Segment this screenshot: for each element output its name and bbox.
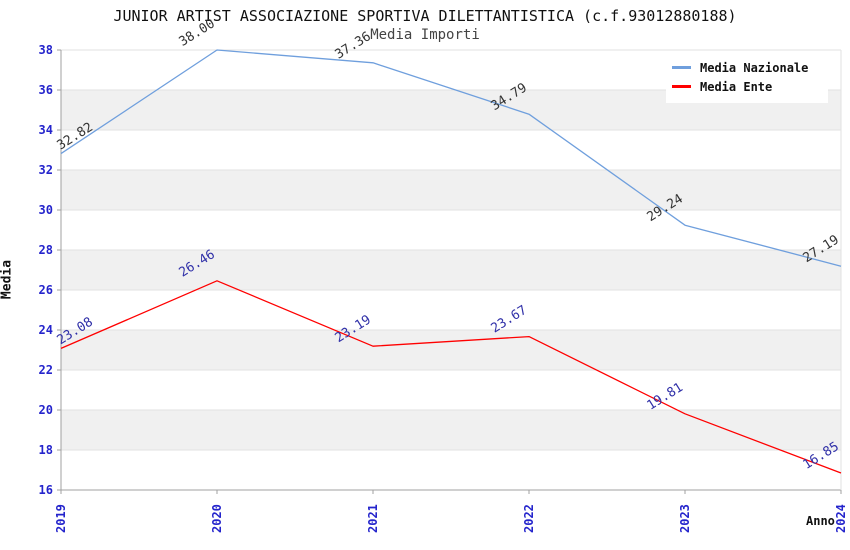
series-line-media-nazionale — [60, 49, 842, 267]
value-label: 37.36 — [333, 29, 374, 62]
x-tick-label: 2021 — [366, 504, 380, 533]
chart-title: JUNIOR ARTIST ASSOCIAZIONE SPORTIVA DILE… — [113, 7, 737, 25]
legend-line-sample-ente-icon — [672, 85, 691, 88]
value-label: 38.00 — [177, 16, 218, 49]
x-tick-label: 2024 — [834, 504, 848, 533]
y-tick-label: 22 — [39, 363, 53, 377]
legend: Media Nazionale Media Ente — [666, 53, 828, 103]
legend-label-media-ente: Media Ente — [700, 79, 773, 94]
y-tick-label: 18 — [39, 443, 53, 457]
y-tick-label: 16 — [39, 483, 53, 497]
y-tick-label: 30 — [39, 203, 53, 217]
x-tick-label: 2022 — [522, 504, 536, 533]
x-tick-label: 2023 — [678, 504, 692, 533]
y-tick-label: 32 — [39, 163, 53, 177]
y-tick-label: 36 — [39, 83, 53, 97]
chart-subtitle: Media Importi — [370, 27, 480, 43]
value-label: 19.81 — [645, 380, 686, 413]
y-tick-label: 26 — [39, 283, 53, 297]
x-tick-label: 2019 — [54, 504, 68, 533]
y-tick-label: 38 — [39, 43, 53, 57]
legend-line-sample-nazionale-icon — [672, 66, 691, 69]
legend-label-media-nazionale: Media Nazionale — [700, 60, 809, 75]
x-tick-label: 2020 — [210, 504, 224, 533]
y-tick-label: 24 — [39, 323, 53, 337]
y-tick-label: 20 — [39, 403, 53, 417]
plot-band — [61, 330, 841, 370]
series-line-media-ente — [60, 280, 842, 474]
legend-item-media-ente: Media Ente — [672, 77, 822, 96]
plot-band — [61, 170, 841, 210]
plot-band — [61, 250, 841, 290]
y-tick-label: 28 — [39, 243, 53, 257]
y-tick-label: 34 — [39, 123, 53, 137]
y-axis-title: Media — [0, 259, 15, 300]
legend-item-media-nazionale: Media Nazionale — [672, 58, 822, 77]
plot-band — [61, 410, 841, 450]
x-axis-title: Anno — [806, 514, 835, 528]
